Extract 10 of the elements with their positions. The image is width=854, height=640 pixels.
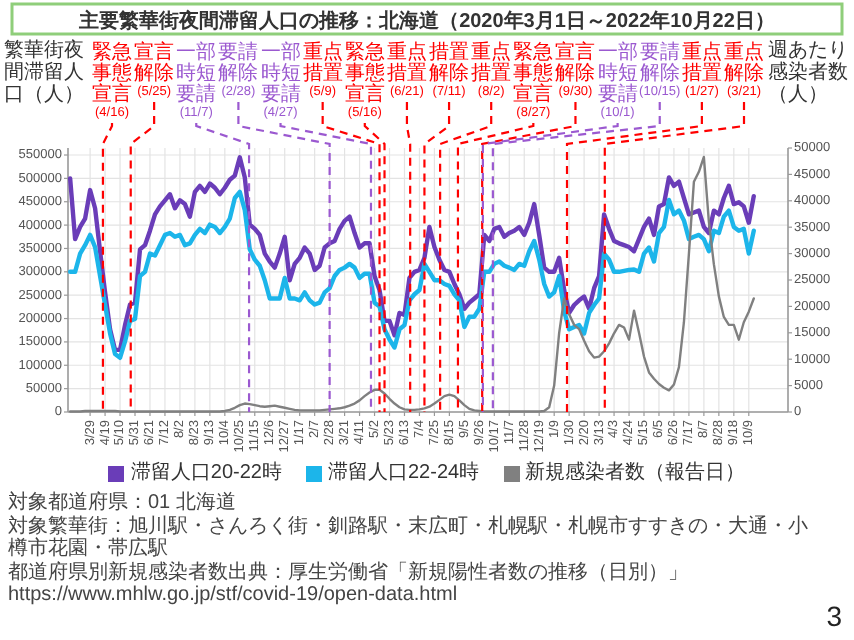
chart-title: 主要繁華街夜間滞留人口の推移：北海道（2020年3月1日～2022年10月22日）: [77, 9, 775, 33]
text: 3: [826, 600, 842, 632]
legend-label: 新規感染者数（報告日）: [525, 462, 746, 484]
y2-axis-title: 週あたり感染者数（人）: [768, 40, 850, 106]
legend-label: 滞留人口20-22時: [130, 462, 282, 484]
text: 都道府県別新規感染者数出典：厚生労働省「新規陽性者数の推移（日別）」 https://www.mhlw.go.jp/stf/covid-19/open-data.html: [8, 561, 690, 607]
text: 対象繁華街：旭川駅・さんろく街・釧路駅・末広町・札幌駅・札幌市すすきの・大通・小樽市花園・帯広駅: [8, 515, 808, 561]
legend-label: 滞留人口22-24時: [328, 462, 480, 484]
y-axis-title: 繁華街夜間滞留人口（人）: [4, 40, 86, 106]
text: 対象都道府県：01 北海道: [8, 492, 238, 515]
